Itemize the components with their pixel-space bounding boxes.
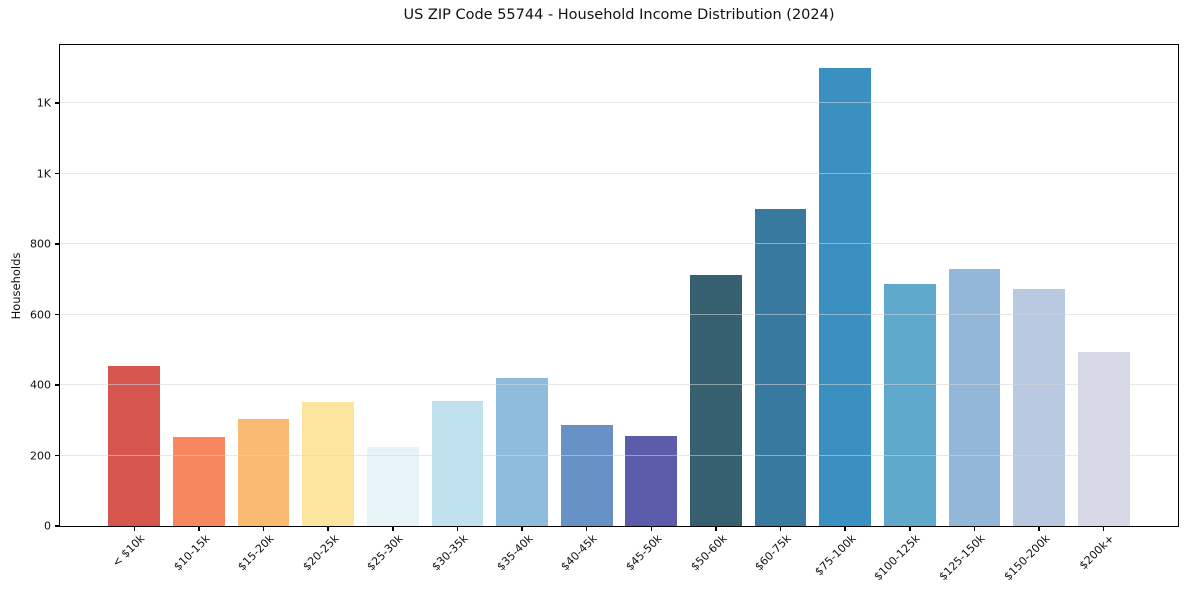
y-axis-tick xyxy=(54,384,60,386)
bar xyxy=(302,401,355,526)
bar xyxy=(948,268,1001,526)
gridline xyxy=(60,313,1178,315)
x-axis-tick xyxy=(779,526,782,531)
chart-title: US ZIP Code 55744 - Household Income Dis… xyxy=(403,7,835,23)
x-axis-tick xyxy=(585,526,588,531)
bar xyxy=(237,418,290,526)
x-axis-tick xyxy=(198,526,200,531)
bar xyxy=(883,284,936,526)
bar xyxy=(1077,351,1130,526)
x-axis-tick xyxy=(327,526,329,531)
x-axis-tick xyxy=(973,526,976,531)
bar xyxy=(819,67,872,526)
x-axis-tick xyxy=(1102,526,1105,531)
y-tick-label: 1K xyxy=(36,167,51,181)
bar xyxy=(1013,288,1065,526)
x-axis-tick xyxy=(521,526,523,531)
y-tick-label: 0 xyxy=(44,519,51,533)
plot-area xyxy=(59,44,1179,527)
gridline xyxy=(60,102,1178,104)
y-tick-label: 400 xyxy=(30,378,51,392)
gridline xyxy=(60,172,1178,174)
y-axis-tick xyxy=(54,102,60,104)
bar xyxy=(366,447,419,526)
y-axis-tick xyxy=(54,454,60,457)
x-axis-tick xyxy=(909,526,911,531)
bar xyxy=(690,274,742,526)
bar xyxy=(431,400,484,526)
y-tick-label: 200 xyxy=(30,449,51,463)
x-axis-tick xyxy=(133,526,135,531)
x-axis-tick xyxy=(392,526,394,531)
y-tick-label: 600 xyxy=(30,308,51,322)
x-axis-tick xyxy=(715,526,717,531)
y-tick-label: 800 xyxy=(30,237,51,251)
y-axis-tick xyxy=(54,313,60,316)
bar xyxy=(496,378,548,526)
x-axis-tick xyxy=(844,526,846,531)
gridline xyxy=(60,454,1178,456)
x-axis-tick xyxy=(456,526,459,531)
y-axis-tick xyxy=(54,525,60,527)
y-axis-tick xyxy=(54,172,60,175)
bar xyxy=(173,436,225,526)
gridline xyxy=(60,384,1178,386)
bar xyxy=(108,365,161,526)
y-tick-label: 1K xyxy=(36,96,51,110)
x-axis-tick xyxy=(650,526,652,531)
bar xyxy=(560,424,613,526)
x-axis-tick xyxy=(1038,526,1040,531)
x-axis-tick xyxy=(262,526,265,531)
gridline xyxy=(60,243,1178,245)
bar xyxy=(625,435,678,526)
y-axis-tick xyxy=(54,243,60,245)
bar xyxy=(754,208,807,526)
